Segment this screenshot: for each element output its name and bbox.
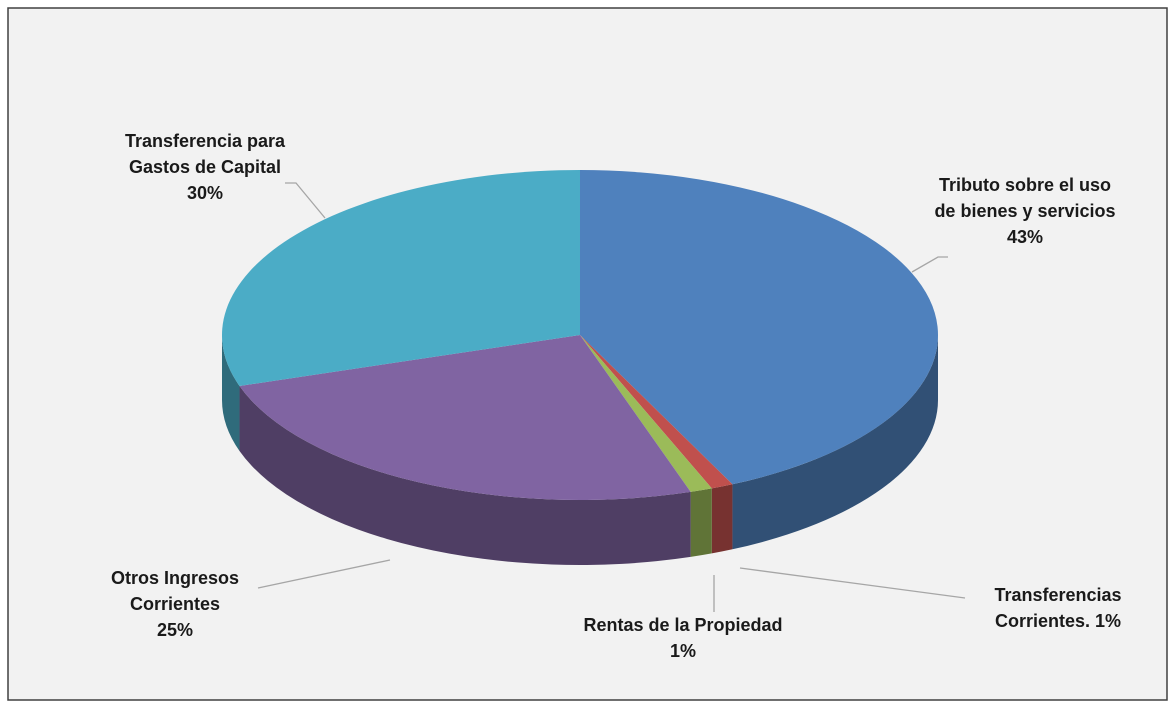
value-label: 30% <box>186 183 224 203</box>
pie-tops <box>221 170 938 500</box>
leader-line <box>285 182 326 219</box>
leader-line <box>739 567 966 599</box>
pie-side <box>239 385 691 565</box>
value-label: 1% <box>669 641 696 661</box>
data-label: Tributo sobre el uso de bienes y servici… <box>930 172 1120 250</box>
value-label: 43% <box>1006 227 1044 247</box>
pie-slice <box>221 170 580 386</box>
leader-lines <box>257 182 966 612</box>
pie-slice <box>580 335 733 489</box>
pie-side <box>711 484 733 554</box>
category-label: Rentas de la Propiedad <box>583 615 783 635</box>
pie-slice <box>239 335 691 500</box>
data-label: Transferencia para Gastos de Capital 30% <box>105 128 305 206</box>
pie-sides <box>222 335 938 565</box>
pie-slice <box>580 335 712 492</box>
pie-slice <box>580 170 938 485</box>
category-label: Otros Ingresos Corrientes <box>110 568 240 614</box>
value-label: 25% <box>156 620 194 640</box>
data-label: Rentas de la Propiedad 1% <box>543 612 823 664</box>
value-label: 1% <box>1095 611 1122 631</box>
data-label: Otros Ingresos Corrientes 25% <box>90 565 260 643</box>
pie-side <box>732 335 938 550</box>
pie-side <box>690 488 712 557</box>
leader-line <box>911 256 948 273</box>
data-label: Transferencias Corrientes. 1% <box>973 582 1143 634</box>
category-label: Tributo sobre el uso de bienes y servici… <box>934 175 1116 221</box>
category-label: Transferencia para Gastos de Capital <box>124 131 286 177</box>
pie-side <box>222 335 240 451</box>
category-label: Transferencias Corrientes. <box>994 585 1122 631</box>
leader-line <box>257 559 391 589</box>
